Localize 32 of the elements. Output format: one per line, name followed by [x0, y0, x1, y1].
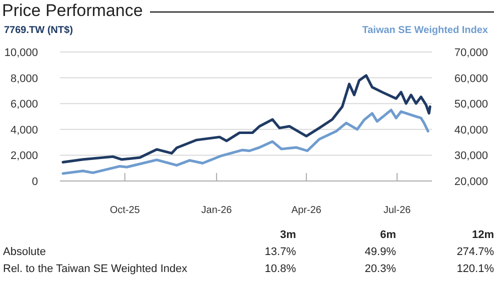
- text: Absolute: [3, 246, 46, 258]
- line-series: [62, 74, 432, 164]
- y2-tick-label: 50,000: [454, 98, 488, 111]
- y2-tick-label: 60,000: [454, 72, 488, 85]
- x-tick-label: Oct-25: [110, 205, 140, 216]
- text: Rel. to the Taiwan SE Weighted Index: [3, 263, 188, 275]
- text: 13.7%: [264, 246, 296, 258]
- y-tick-label: 2,000: [10, 150, 38, 162]
- text: 120.1%: [456, 263, 494, 275]
- text: 12m: [472, 229, 494, 241]
- x-tick-label: Jan-26: [201, 205, 232, 216]
- y-tick-label: 8,000: [10, 72, 38, 85]
- text: 3m: [280, 229, 296, 241]
- x-tick-label: Apr-26: [291, 205, 322, 216]
- y-tick-label: 4,000: [10, 124, 38, 136]
- x-tick-label: Jul-26: [383, 205, 412, 216]
- y-axis-title: 7769.TW (NT$): [4, 25, 73, 36]
- text: 10.8%: [264, 263, 296, 275]
- text: 49.9%: [364, 246, 396, 258]
- text: 274.7%: [456, 246, 494, 258]
- y-tick-label: 6,000: [10, 98, 38, 111]
- text: 6m: [380, 229, 396, 241]
- y-tick-label: 0: [32, 176, 38, 188]
- y2-tick-label: 40,000: [454, 124, 488, 136]
- y2-tick-label: 20,000: [454, 176, 488, 188]
- y2-axis-title: Taiwan SE Weighted Index: [362, 25, 488, 36]
- y2-tick-label: 30,000: [454, 150, 488, 162]
- chart-title: Price Performance: [2, 1, 143, 20]
- y2-tick-label: 70,000: [454, 47, 488, 59]
- text: 20.3%: [364, 263, 396, 275]
- y-tick-label: 10,000: [4, 47, 38, 59]
- line-series: [62, 108, 430, 175]
